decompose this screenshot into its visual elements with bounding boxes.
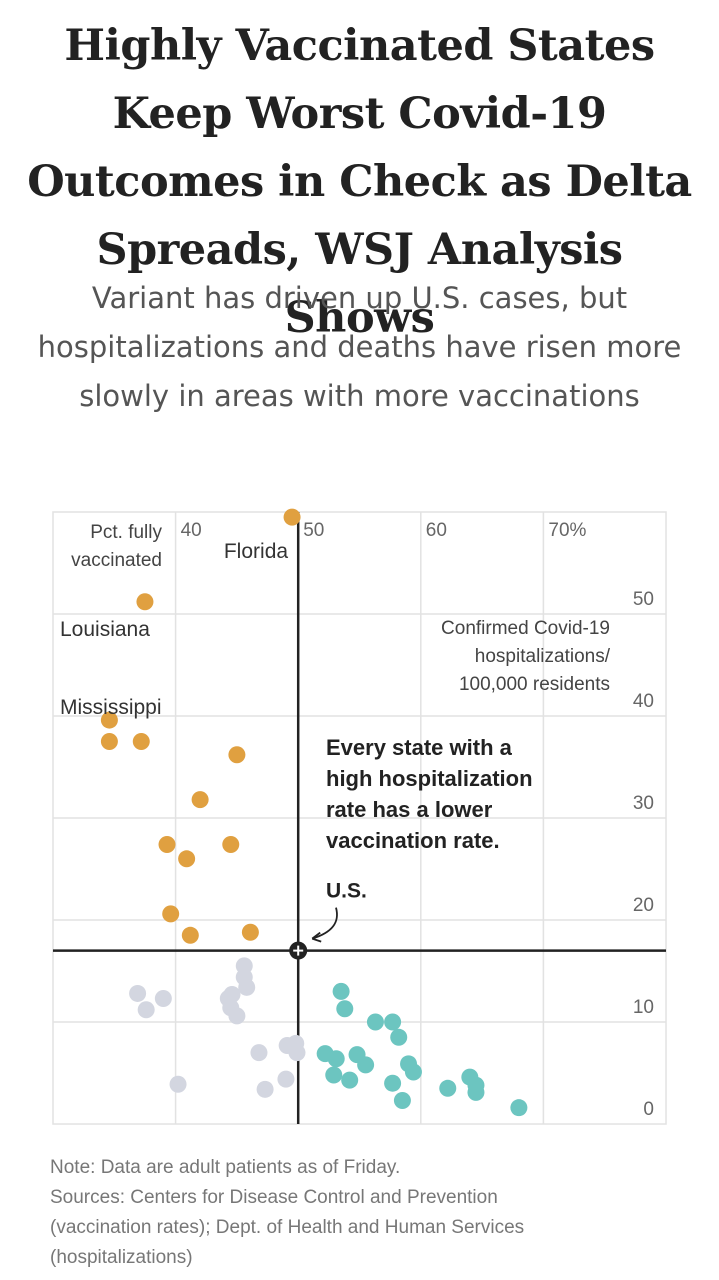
- data-point-high-vax: [393, 1092, 411, 1110]
- data-point-high-vax: [327, 1050, 345, 1068]
- data-point-high: [132, 733, 150, 750]
- data-point-high-vax: [384, 1074, 402, 1092]
- data-point-high: [228, 746, 246, 764]
- state-label-mississippi: Mississippi: [60, 696, 162, 719]
- sources-text-1: Sources: Centers for Disease Control and…: [50, 1187, 498, 1208]
- y-tick-label: 0: [643, 1099, 654, 1120]
- chart-notes: Note: Data are adult patients as of Frid…: [50, 1153, 690, 1273]
- y-axis-title: 100,000 residents: [459, 674, 610, 695]
- x-axis-title: vaccinated: [71, 550, 162, 571]
- data-point-high: [222, 836, 240, 854]
- reference-lines: [53, 512, 666, 1124]
- us-label: U.S.: [326, 880, 367, 903]
- y-tick-label: 40: [633, 691, 654, 712]
- us-label-arrowhead: [311, 931, 322, 943]
- data-point-high: [158, 836, 176, 854]
- data-point-high-vax: [341, 1071, 359, 1089]
- x-axis-title: Pct. fully: [90, 522, 162, 543]
- x-tick-label: 50: [303, 520, 324, 541]
- data-point-low-vax: [256, 1080, 274, 1098]
- tick-labels: 40 50 60 70% 0 10 20 30 40 50: [181, 520, 654, 1120]
- data-point-high-vax: [510, 1099, 528, 1117]
- data-point-high: [178, 850, 196, 868]
- y-axis-title: hospitalizations/: [475, 646, 611, 667]
- y-axis-title: Confirmed Covid-19: [441, 618, 610, 639]
- data-point-low-vax: [129, 984, 147, 1002]
- data-point-high-vax: [467, 1083, 485, 1101]
- y-tick-label: 10: [633, 997, 654, 1018]
- state-label-florida: Florida: [224, 540, 289, 563]
- data-point-high-vax: [390, 1028, 408, 1046]
- data-point-low-vax: [288, 1044, 306, 1062]
- data-point-high-vax: [366, 1013, 384, 1031]
- y-tick-label: 30: [633, 793, 654, 814]
- scatter-chart: 40 50 60 70% 0 10 20 30 40 50 Pct. fully vaccinate…: [52, 508, 667, 1125]
- data-point-low-vax: [223, 985, 241, 1003]
- data-points: [100, 508, 528, 1117]
- x-tick-label: 60: [426, 520, 447, 541]
- data-point-high-vax: [325, 1066, 343, 1084]
- data-point-high: [181, 926, 199, 944]
- note-text: Note: Data are adult patients as of Frid…: [50, 1157, 401, 1178]
- y-tick-label: 20: [633, 895, 654, 916]
- data-point-low-vax: [228, 1007, 246, 1025]
- annotation: Every state with a high hospitalization ra…: [326, 735, 533, 853]
- data-point-high: [241, 923, 259, 941]
- state-labels: Florida Louisiana Mississippi U.S.: [60, 540, 367, 943]
- x-tick-label: 70%: [548, 520, 586, 541]
- data-point-high-vax: [357, 1056, 375, 1074]
- data-point-high: [100, 733, 118, 750]
- data-point-high: [162, 905, 180, 923]
- data-point-low-vax: [154, 990, 172, 1008]
- data-point-low-vax: [238, 978, 256, 996]
- annotation-line: high hospitalization: [326, 766, 533, 791]
- us-label-arrow: [311, 907, 338, 940]
- data-point-high-vax: [384, 1013, 402, 1031]
- annotation-line: Every state with a: [326, 735, 513, 760]
- data-point-high-vax: [404, 1063, 422, 1081]
- annotation-line: rate has a lower: [326, 797, 493, 822]
- sources-text-3: (hospitalizations): [50, 1247, 193, 1268]
- headline: Highly Vaccinated States Keep Worst Covi…: [27, 21, 692, 343]
- data-point-low-vax: [169, 1075, 187, 1093]
- data-point-low-vax: [137, 1001, 155, 1019]
- data-point-low-vax: [277, 1070, 295, 1088]
- sources-text-2: (vaccination rates); Dept. of Health and…: [50, 1217, 525, 1238]
- state-label-louisiana: Louisiana: [60, 618, 150, 641]
- y-tick-label: 50: [633, 589, 654, 610]
- data-point-high: [136, 593, 154, 611]
- data-point-high-vax: [332, 982, 350, 1000]
- x-tick-label: 40: [181, 520, 202, 541]
- annotation-line: vaccination rate.: [326, 828, 500, 853]
- data-point-high: [191, 791, 209, 809]
- data-point-high: [283, 508, 301, 526]
- subheadline: Variant has driven up U.S. cases, but ho…: [37, 281, 682, 413]
- data-point-high-vax: [439, 1079, 457, 1097]
- data-point-low-vax: [250, 1044, 268, 1062]
- data-point-high-vax: [336, 1000, 354, 1018]
- axis-titles: Pct. fully vaccinated Confirmed Covid-19 ho…: [71, 522, 611, 695]
- data-point-high: [100, 711, 118, 729]
